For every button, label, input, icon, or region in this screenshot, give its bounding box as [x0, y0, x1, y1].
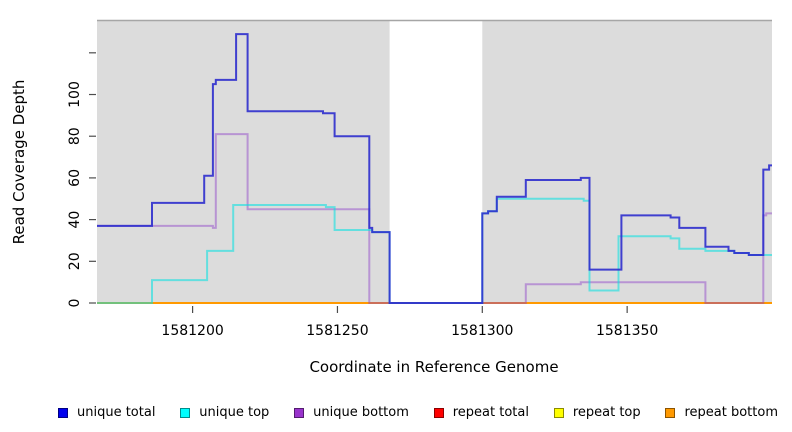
legend-item-repeat-top: repeat top — [553, 405, 641, 420]
unique-bottom-swatch-icon — [294, 407, 305, 418]
axis-ticks — [89, 52, 628, 313]
legend-label: repeat total — [452, 405, 529, 420]
repeat-total-swatch-icon — [433, 407, 444, 418]
legend-label: unique top — [199, 405, 270, 420]
y-tick-label: 80 — [67, 127, 83, 145]
legend-label: unique bottom — [313, 405, 409, 420]
x-tick-label: 1581350 — [596, 323, 658, 339]
highlight-band — [482, 20, 772, 304]
x-tick-label: 1581300 — [451, 323, 513, 339]
x-tick-label: 1581200 — [161, 323, 223, 339]
legend-label: repeat bottom — [684, 405, 778, 420]
unique-top-swatch-icon — [180, 407, 191, 418]
repeat-bottom-swatch-icon — [665, 407, 676, 418]
y-tick-label: 100 — [67, 81, 83, 108]
legend-item-unique-total: unique total — [58, 405, 155, 420]
axis-tick-labels: 1581200 1581250 1581300 1581350 0 20 40 60 80 100 — [67, 81, 658, 339]
series-line-unique-total — [97, 33, 772, 304]
y-tick-label: 40 — [67, 211, 83, 229]
unique-total-swatch-icon — [58, 407, 68, 418]
chart-legend: unique total unique top unique bottom re… — [0, 405, 792, 420]
x-tick-label: 1581250 — [306, 323, 368, 339]
legend-item-repeat-bottom: repeat bottom — [665, 405, 778, 420]
highlight-bands — [97, 20, 772, 304]
y-tick-label: 0 — [67, 299, 83, 308]
legend-label: repeat top — [572, 405, 641, 420]
series-lines — [97, 33, 772, 304]
legend-item-repeat-total: repeat total — [433, 405, 529, 420]
legend-item-unique-top: unique top — [180, 405, 269, 420]
y-tick-label: 20 — [67, 252, 83, 270]
repeat-top-swatch-icon — [553, 407, 564, 418]
y-axis-title: Read Coverage Depth — [10, 80, 28, 245]
highlight-band — [97, 20, 390, 304]
x-axis-title: Coordinate in Reference Genome — [309, 358, 558, 376]
legend-item-unique-bottom: unique bottom — [294, 405, 409, 420]
y-tick-label: 60 — [67, 169, 83, 187]
legend-label: unique total — [77, 405, 156, 420]
